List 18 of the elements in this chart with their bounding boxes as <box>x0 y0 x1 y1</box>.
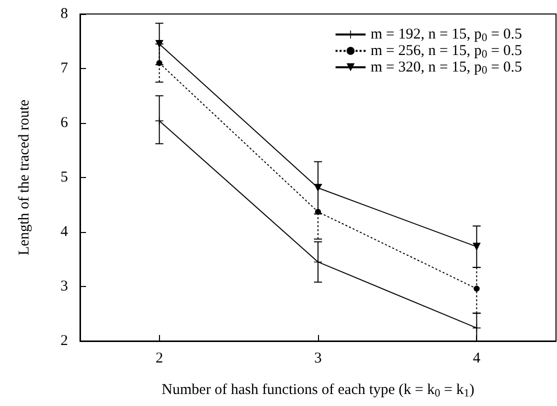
y-tick-label: 6 <box>60 115 68 131</box>
x-tick-label: 4 <box>472 350 481 366</box>
y-axis-title: Length of the traced route <box>16 99 32 256</box>
x-tick-label: 3 <box>314 350 322 366</box>
point <box>156 60 162 66</box>
y-tick-label: 4 <box>60 224 68 240</box>
x-tick-label: 2 <box>156 350 164 366</box>
y-tick-label: 2 <box>60 333 68 349</box>
point <box>155 40 164 48</box>
y-tick-label: 3 <box>60 278 68 294</box>
point <box>472 242 481 251</box>
y-tick-label: 7 <box>60 60 68 76</box>
y-tick-label: 8 <box>60 6 68 22</box>
point <box>314 184 322 192</box>
point <box>472 324 481 332</box>
point <box>315 208 321 215</box>
y-tick-label: 5 <box>60 170 68 186</box>
point <box>474 286 480 292</box>
